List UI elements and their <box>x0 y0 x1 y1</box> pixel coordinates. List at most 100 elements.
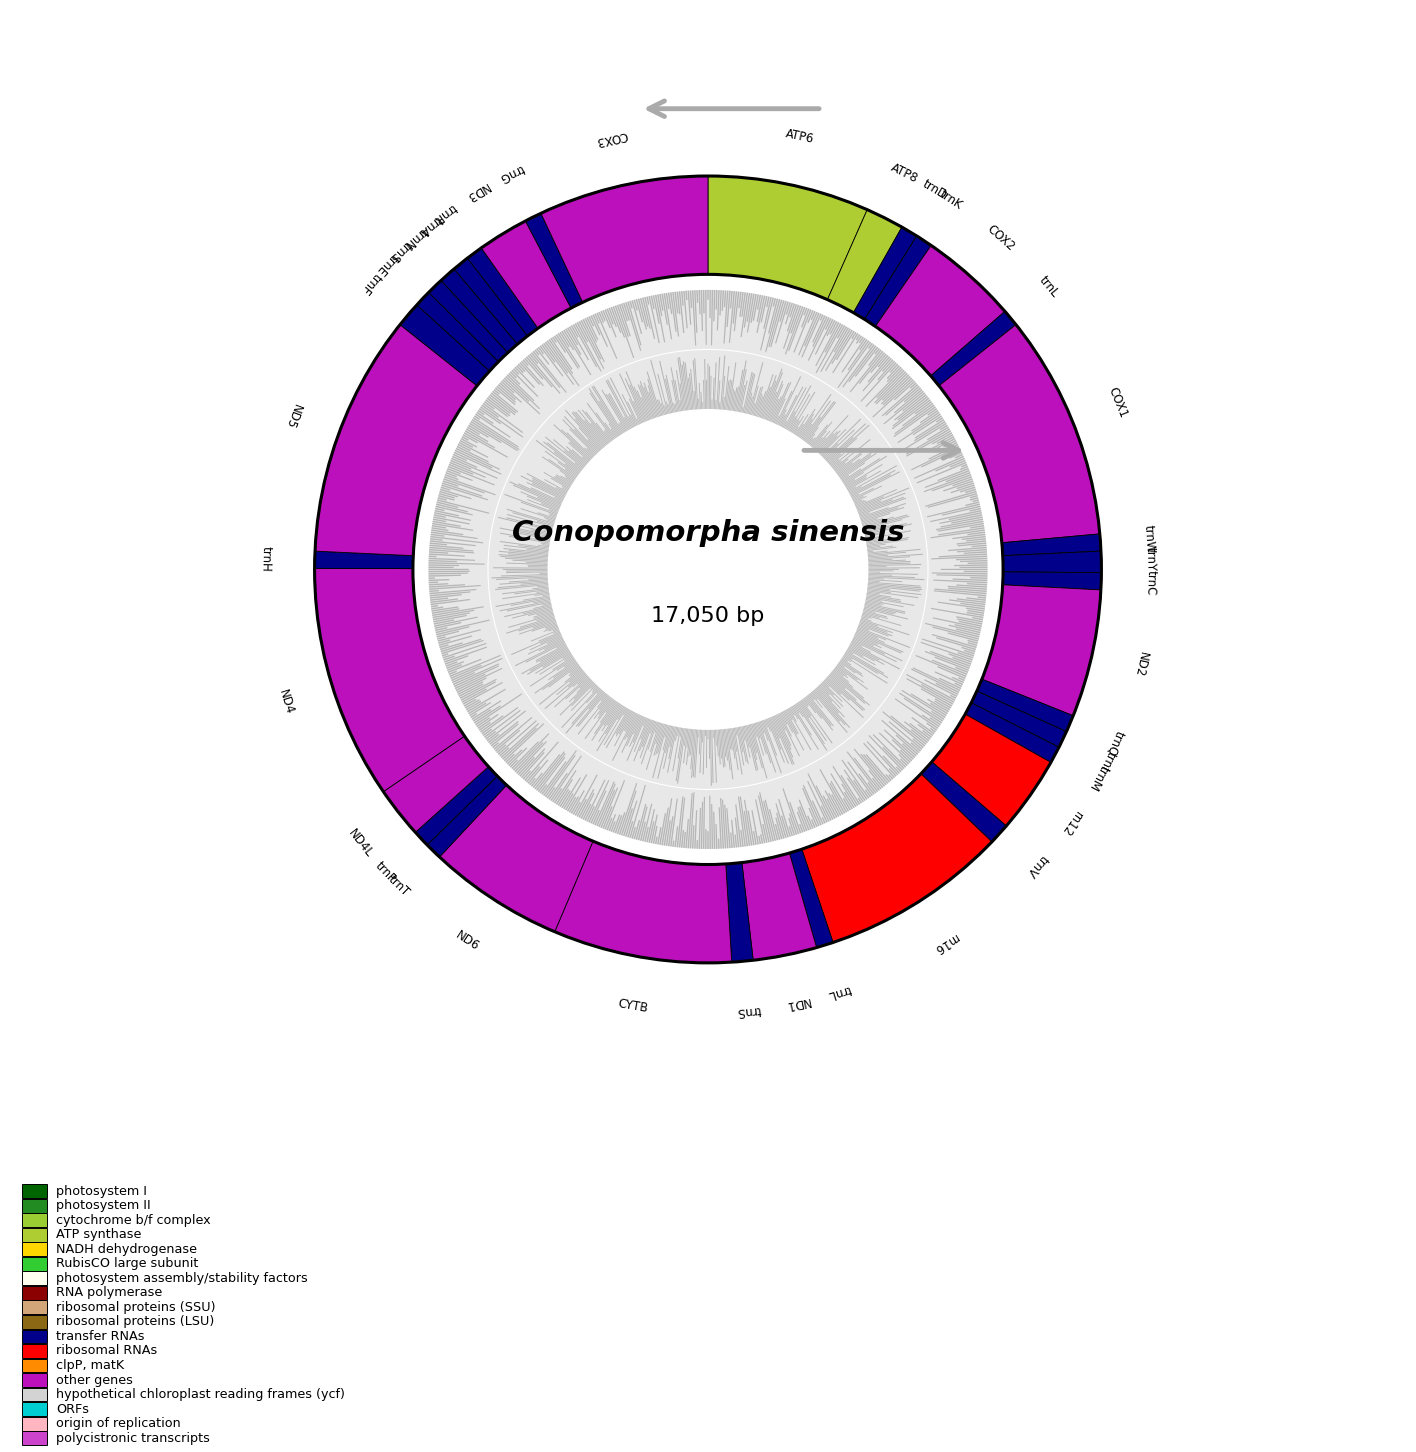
Polygon shape <box>554 476 571 486</box>
Polygon shape <box>952 450 961 456</box>
Polygon shape <box>541 502 559 511</box>
Polygon shape <box>865 523 912 534</box>
Polygon shape <box>528 354 561 393</box>
Polygon shape <box>569 796 579 813</box>
Polygon shape <box>579 788 595 817</box>
Polygon shape <box>860 623 888 633</box>
Text: photosystem II: photosystem II <box>57 1199 152 1212</box>
Polygon shape <box>932 433 952 444</box>
Polygon shape <box>755 393 762 417</box>
Polygon shape <box>868 578 884 579</box>
Polygon shape <box>855 335 862 344</box>
Polygon shape <box>862 614 902 626</box>
Polygon shape <box>496 388 515 405</box>
Polygon shape <box>841 658 851 665</box>
Polygon shape <box>429 565 459 566</box>
Polygon shape <box>537 591 549 592</box>
Polygon shape <box>442 485 489 501</box>
Polygon shape <box>599 312 605 322</box>
Polygon shape <box>586 402 615 440</box>
Polygon shape <box>456 677 487 693</box>
Polygon shape <box>817 687 845 717</box>
Polygon shape <box>886 367 902 382</box>
Polygon shape <box>429 558 474 560</box>
Polygon shape <box>704 359 707 409</box>
Polygon shape <box>535 645 566 662</box>
Polygon shape <box>613 306 624 338</box>
Polygon shape <box>854 499 862 504</box>
Polygon shape <box>435 627 447 632</box>
Polygon shape <box>430 594 462 598</box>
Polygon shape <box>811 421 833 447</box>
Polygon shape <box>507 375 534 401</box>
Polygon shape <box>865 539 877 542</box>
Polygon shape <box>586 806 595 822</box>
Polygon shape <box>827 319 835 335</box>
Polygon shape <box>513 733 549 771</box>
Polygon shape <box>758 295 760 309</box>
Polygon shape <box>586 449 595 456</box>
Polygon shape <box>860 623 892 636</box>
Polygon shape <box>432 527 449 531</box>
Polygon shape <box>722 290 724 311</box>
Polygon shape <box>970 576 987 579</box>
Polygon shape <box>828 437 857 463</box>
Polygon shape <box>435 508 445 511</box>
Polygon shape <box>932 659 967 675</box>
Polygon shape <box>709 376 711 409</box>
Polygon shape <box>749 362 763 414</box>
Polygon shape <box>513 485 561 507</box>
Text: trnC: trnC <box>1144 571 1157 595</box>
Polygon shape <box>674 380 681 411</box>
Polygon shape <box>792 706 818 749</box>
Polygon shape <box>650 296 654 309</box>
Polygon shape <box>850 486 862 494</box>
Polygon shape <box>729 290 735 343</box>
Polygon shape <box>554 335 566 353</box>
Polygon shape <box>845 650 884 674</box>
Polygon shape <box>605 700 615 713</box>
Polygon shape <box>966 539 986 542</box>
Polygon shape <box>571 325 579 338</box>
Polygon shape <box>595 781 615 825</box>
Polygon shape <box>868 575 915 578</box>
Polygon shape <box>510 372 517 379</box>
Polygon shape <box>675 727 684 781</box>
Polygon shape <box>875 245 1005 376</box>
Polygon shape <box>845 465 882 486</box>
Polygon shape <box>746 392 752 414</box>
Polygon shape <box>736 727 745 765</box>
Polygon shape <box>838 664 864 682</box>
Polygon shape <box>690 369 695 409</box>
Polygon shape <box>837 665 858 680</box>
Polygon shape <box>868 549 920 555</box>
Text: trnW: trnW <box>1143 524 1157 553</box>
Text: hypothetical chloroplast reading frames (ycf): hypothetical chloroplast reading frames … <box>57 1388 346 1401</box>
Polygon shape <box>776 803 787 838</box>
Polygon shape <box>910 729 927 743</box>
Polygon shape <box>429 544 463 549</box>
Polygon shape <box>585 318 598 343</box>
Polygon shape <box>959 677 964 681</box>
Polygon shape <box>556 486 566 494</box>
Polygon shape <box>571 790 585 813</box>
Polygon shape <box>640 719 650 739</box>
Polygon shape <box>538 639 564 650</box>
Polygon shape <box>878 354 888 367</box>
Polygon shape <box>758 722 772 764</box>
Polygon shape <box>719 799 724 848</box>
Polygon shape <box>684 729 687 746</box>
Polygon shape <box>813 315 826 343</box>
Polygon shape <box>899 693 943 722</box>
Polygon shape <box>619 423 626 433</box>
Polygon shape <box>789 813 797 835</box>
Polygon shape <box>950 694 956 698</box>
Polygon shape <box>789 393 810 431</box>
Polygon shape <box>833 460 841 469</box>
Polygon shape <box>701 802 704 849</box>
Polygon shape <box>523 359 528 366</box>
Polygon shape <box>627 820 633 838</box>
Polygon shape <box>860 513 869 517</box>
Polygon shape <box>861 619 909 636</box>
Polygon shape <box>680 383 684 411</box>
